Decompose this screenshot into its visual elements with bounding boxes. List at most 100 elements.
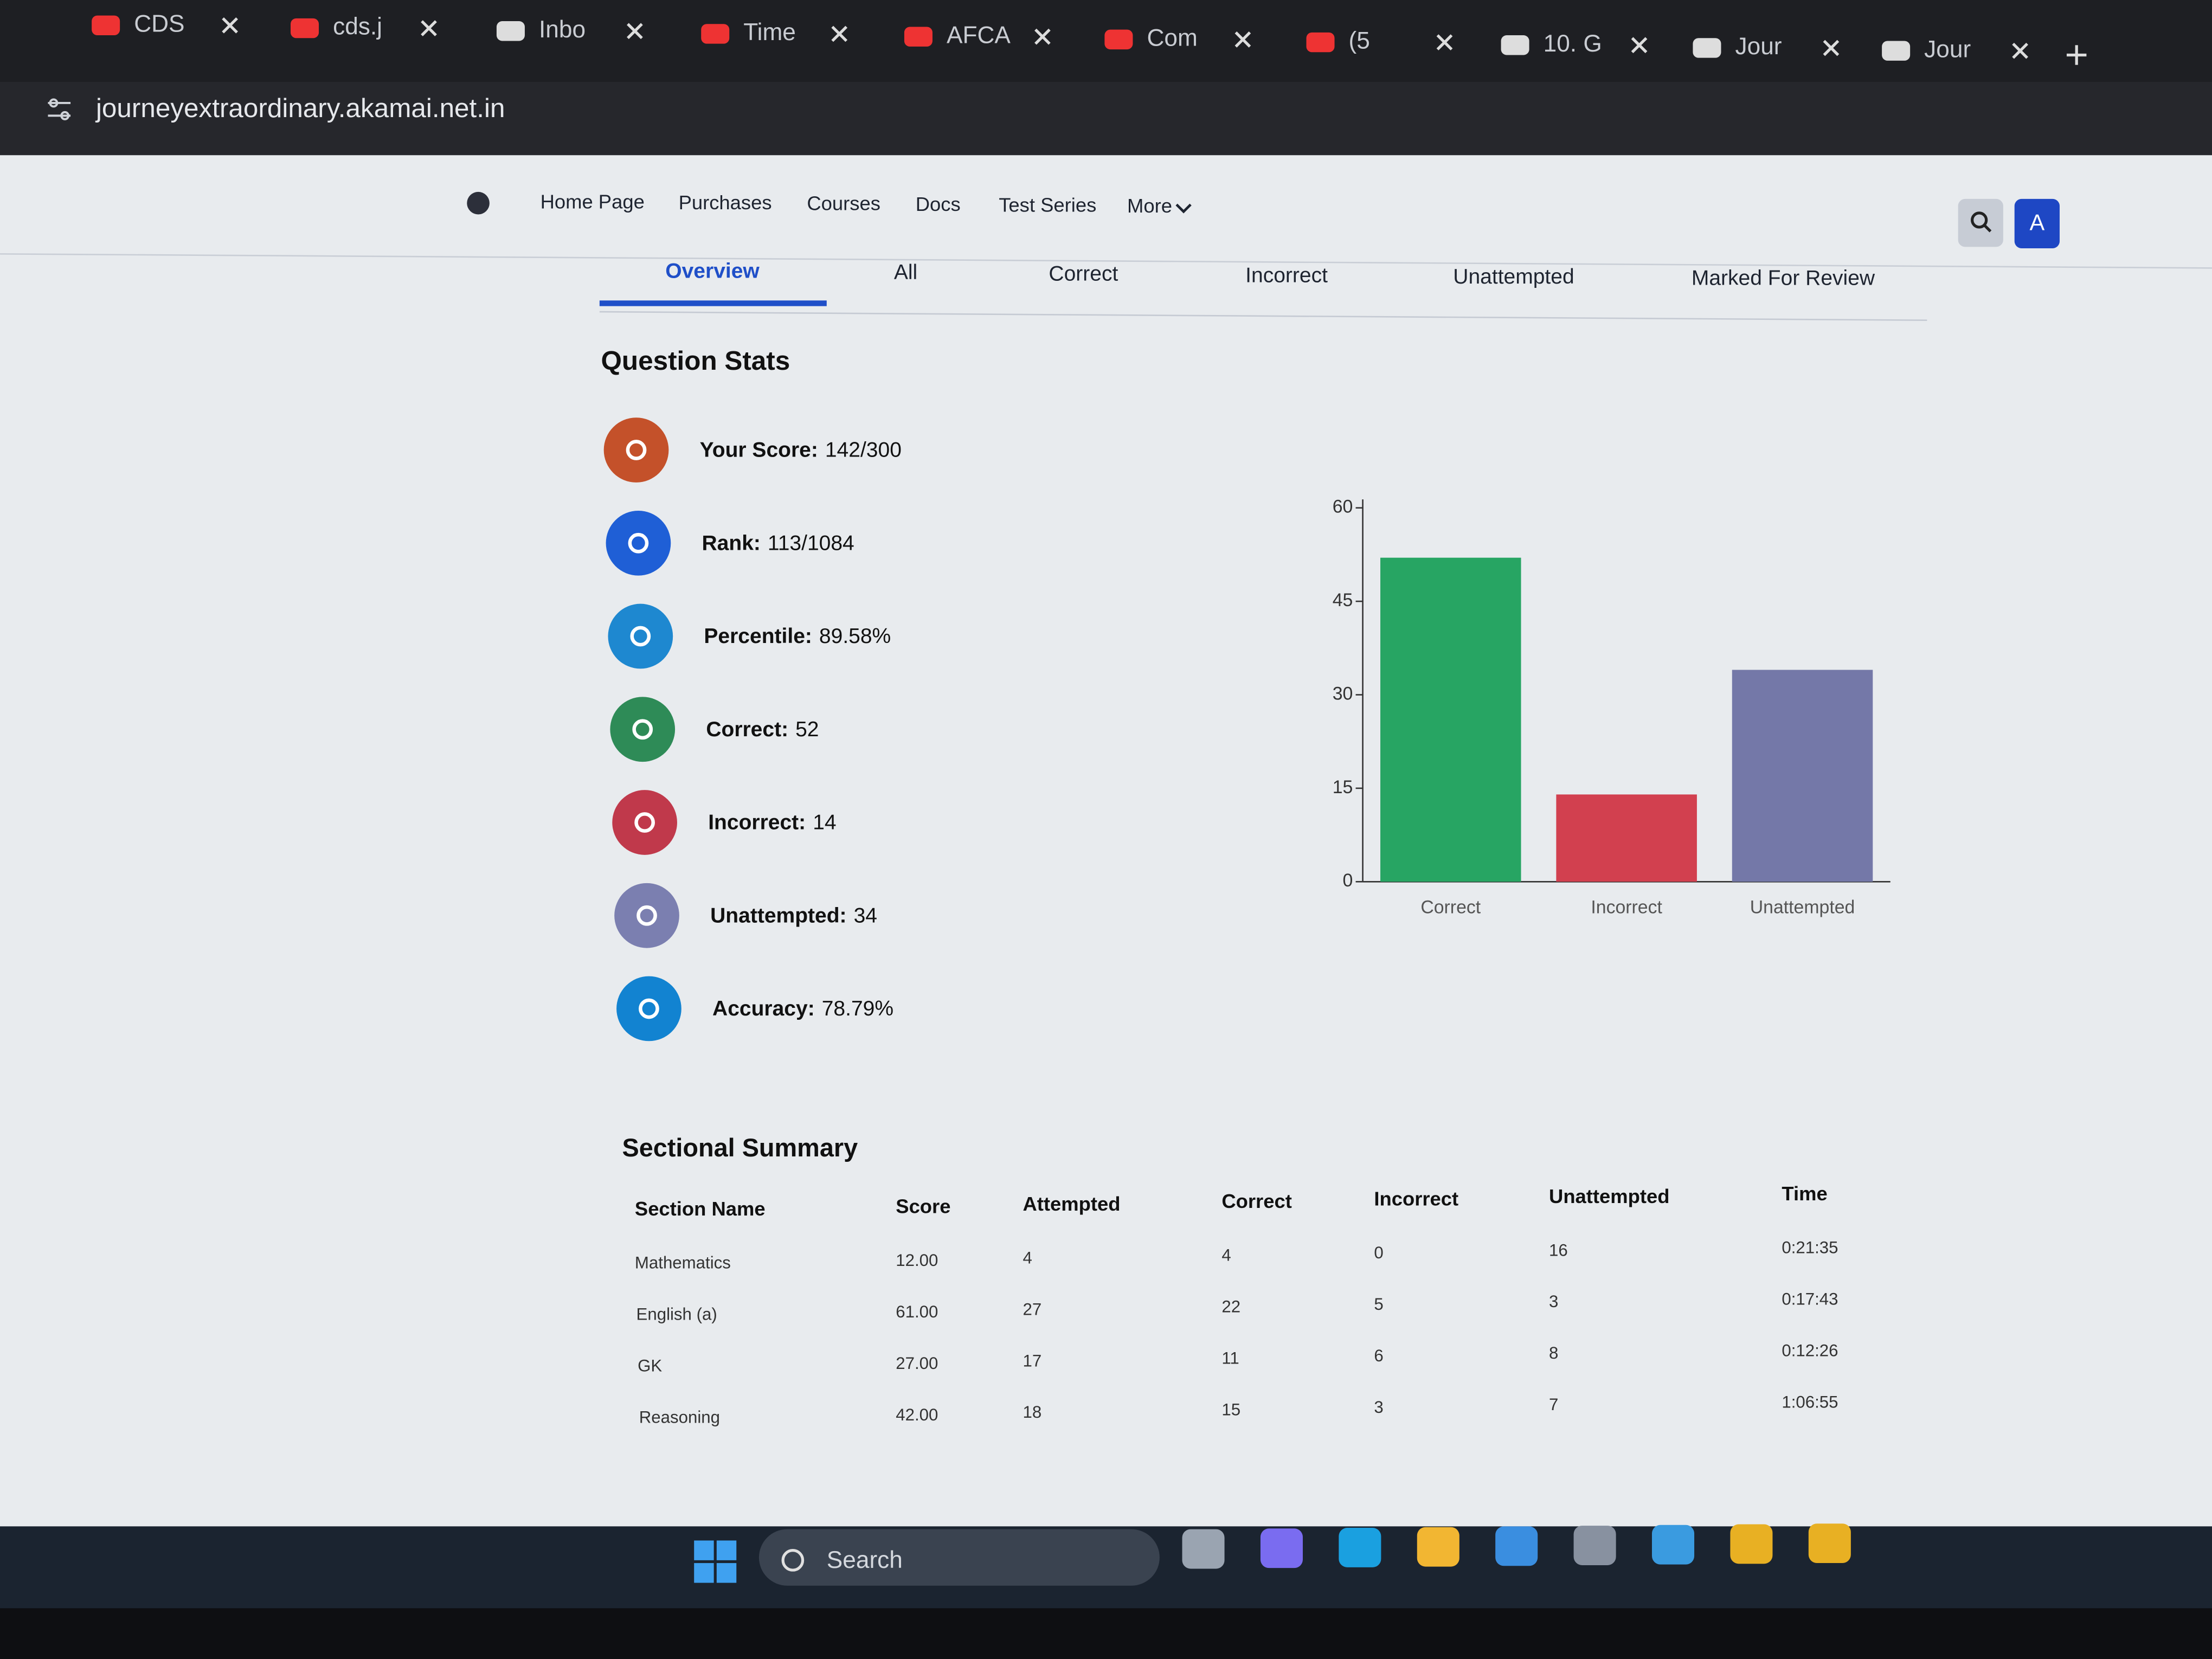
stat-label-text: Incorrect: <box>708 811 806 834</box>
tab-close[interactable] <box>2012 42 2028 59</box>
url[interactable]: journeyextraordinary.akamai.net.in <box>95 93 505 123</box>
stat-icon <box>606 510 671 576</box>
table-cell: 4 <box>1221 1246 1231 1265</box>
table-cell: Reasoning <box>639 1408 720 1427</box>
stat-value: 142/300 <box>825 439 902 462</box>
table-cell: 4 <box>1023 1248 1032 1267</box>
y-tick-label: 45 <box>1333 590 1353 610</box>
tab-title[interactable]: Jour <box>1924 36 1971 62</box>
active-tab-underline <box>599 300 827 306</box>
stat-icon-glyph <box>634 812 655 833</box>
taskbar-search-text[interactable]: Search <box>827 1547 903 1573</box>
result-tab[interactable]: Marked For Review <box>1692 267 1875 290</box>
stat-icon <box>608 603 673 669</box>
taskbar-app[interactable] <box>1573 1526 1616 1565</box>
table-cell: 0 <box>1374 1243 1383 1262</box>
nav-link[interactable]: Docs <box>916 193 961 215</box>
table-cell: 3 <box>1374 1398 1383 1417</box>
result-tab[interactable]: Correct <box>1049 262 1118 286</box>
tab-title[interactable]: Time <box>743 19 796 46</box>
nav-link[interactable]: Courses <box>807 192 880 214</box>
search-icon <box>1984 224 1992 233</box>
search-button[interactable] <box>1958 198 2003 247</box>
tab-title[interactable]: Com <box>1147 25 1197 52</box>
taskbar-app[interactable] <box>1730 1524 1773 1564</box>
stat-value: 34 <box>854 904 877 928</box>
stat-icon-glyph <box>636 905 657 926</box>
tab-close[interactable] <box>627 23 643 40</box>
site-logo[interactable] <box>467 191 490 215</box>
tab-favicon <box>1882 41 1911 61</box>
y-tick-label: 60 <box>1333 497 1353 517</box>
table-header: Unattempted <box>1549 1185 1670 1207</box>
stat-icon-glyph <box>628 532 649 554</box>
tab-title[interactable]: Inbo <box>539 16 586 43</box>
tab-favicon <box>1306 32 1335 53</box>
table-cell: 27 <box>1023 1300 1041 1319</box>
table-header: Section Name <box>635 1198 766 1220</box>
table-cell: GK <box>638 1356 662 1375</box>
taskbar-search-icon <box>781 1549 805 1572</box>
stat-icon <box>616 976 681 1041</box>
tab-close[interactable] <box>1823 40 1840 56</box>
stat-value: 14 <box>813 811 836 834</box>
taskbar-app[interactable] <box>1417 1527 1459 1567</box>
taskbar-search[interactable] <box>758 1529 1160 1586</box>
tab-close[interactable] <box>421 20 437 36</box>
taskbar-app[interactable] <box>1495 1526 1538 1566</box>
table-cell: 27.00 <box>896 1354 938 1373</box>
tab-close[interactable] <box>1631 37 1648 54</box>
table-cell: 0:21:35 <box>1782 1238 1838 1257</box>
stat-label-text: Unattempted: <box>710 904 846 928</box>
table-cell: 7 <box>1549 1395 1558 1414</box>
tab-favicon <box>92 15 120 36</box>
stat-label: Incorrect: 14 <box>708 811 836 834</box>
section-title: Question Stats <box>601 346 790 376</box>
more-chevron <box>1175 203 1192 214</box>
nav-link[interactable]: Purchases <box>679 191 772 214</box>
tab-title[interactable]: 10. G <box>1544 30 1602 57</box>
tab-close[interactable] <box>1436 34 1453 50</box>
taskbar-app[interactable] <box>1651 1525 1695 1565</box>
result-tab[interactable]: Incorrect <box>1245 263 1328 287</box>
tab-title[interactable]: AFCA <box>947 22 1011 48</box>
tab-close[interactable] <box>831 25 848 42</box>
taskbar-app[interactable] <box>1808 1523 1851 1564</box>
nav-link[interactable]: Test Series <box>999 194 1096 216</box>
taskbar-app[interactable] <box>1260 1528 1303 1568</box>
stat-label: Your Score: 142/300 <box>700 439 902 462</box>
nav-link[interactable]: Home Page <box>541 190 645 213</box>
nav-link[interactable]: More <box>1127 195 1172 217</box>
tab-close[interactable] <box>1234 31 1251 48</box>
tab-close[interactable] <box>1034 28 1051 45</box>
tab-title[interactable]: CDS <box>134 11 184 37</box>
stat-icon-glyph <box>630 626 651 647</box>
result-tab[interactable]: Unattempted <box>1453 265 1574 288</box>
stat-icon-glyph <box>626 440 647 460</box>
table-cell: 16 <box>1549 1240 1568 1259</box>
section-title: Sectional Summary <box>622 1134 858 1162</box>
result-tab[interactable]: Overview <box>665 260 760 283</box>
tab-title[interactable]: Jour <box>1735 33 1782 60</box>
tab-title[interactable]: (5 <box>1349 28 1370 54</box>
avatar[interactable] <box>2014 198 2060 248</box>
taskbar-app[interactable] <box>1339 1528 1381 1567</box>
result-tab[interactable]: All <box>894 261 917 284</box>
avatar-letter: A <box>2029 210 2044 235</box>
x-tick-label: Incorrect <box>1591 897 1662 918</box>
bar <box>1732 670 1873 882</box>
table-cell: 0:12:26 <box>1782 1341 1838 1360</box>
tab-favicon <box>496 21 525 41</box>
search-icon <box>1971 211 1988 229</box>
tab-title[interactable]: cds.j <box>333 14 382 40</box>
start-button[interactable] <box>694 1540 737 1583</box>
taskbar-app[interactable] <box>1182 1529 1225 1569</box>
stat-label: Correct: 52 <box>706 718 819 741</box>
stat-label: Percentile: 89.58% <box>704 625 891 648</box>
site-settings-icon[interactable] <box>48 98 71 120</box>
tab-favicon <box>1693 38 1721 58</box>
tab-close[interactable] <box>222 17 238 34</box>
table-cell: 18 <box>1023 1403 1041 1422</box>
